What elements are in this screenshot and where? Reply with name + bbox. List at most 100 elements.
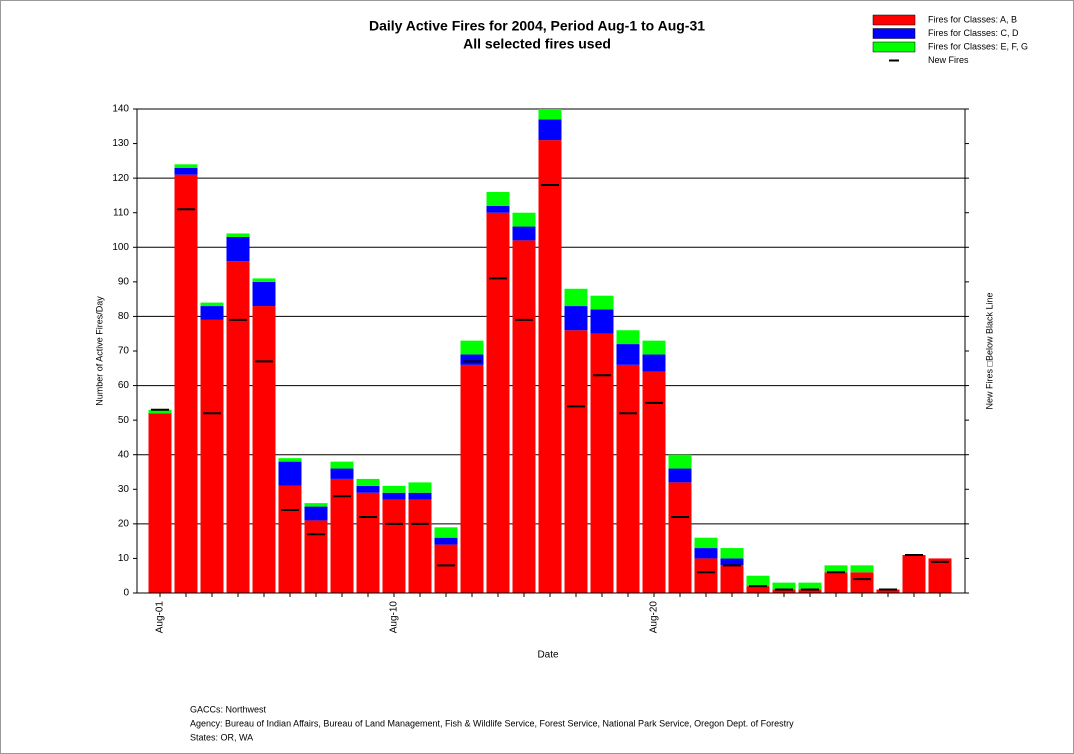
y-tick-label: 10 — [118, 553, 130, 564]
bar-segment — [694, 537, 718, 549]
y-tick-label: 50 — [118, 415, 130, 426]
footer-line: Agency: Bureau of Indian Affairs, Bureau… — [190, 718, 794, 728]
bar-segment — [304, 506, 328, 521]
y-tick-label: 70 — [118, 346, 130, 357]
bar-segment — [278, 458, 302, 462]
bar-segment — [720, 558, 744, 566]
bar-segment — [720, 548, 744, 559]
bar-segment — [798, 589, 822, 593]
bar-segment — [850, 572, 874, 593]
bar-segment — [538, 109, 562, 120]
chart-subtitle: All selected fires used — [463, 36, 611, 52]
bar-segment — [538, 140, 562, 593]
y2-axis-label: New Fires □Below Black Line — [984, 293, 994, 410]
bar-segment — [460, 364, 484, 593]
bar-segment — [330, 468, 354, 479]
bar-segment — [174, 167, 198, 175]
bar-segment — [928, 558, 952, 593]
bar-segment — [564, 306, 588, 331]
legend-swatch — [872, 28, 916, 39]
bar-segment — [512, 212, 536, 227]
bar-segment — [174, 164, 198, 168]
bar-segment — [850, 565, 874, 573]
bar-segment — [798, 582, 822, 590]
bar-segment — [668, 468, 692, 483]
bar-segment — [772, 589, 796, 593]
bar-segment — [616, 330, 640, 345]
y-tick-label: 140 — [112, 104, 129, 115]
footer-line: GACCs: Northwest — [190, 704, 267, 714]
bar-segment — [330, 461, 354, 469]
legend-swatch — [872, 14, 916, 26]
bar-segment — [642, 340, 666, 355]
bar-segment — [590, 309, 614, 334]
bar-segment — [200, 302, 224, 307]
bar-segment — [382, 499, 406, 593]
bar-segment — [382, 492, 406, 500]
y-tick-label: 40 — [118, 449, 130, 460]
bar-segment — [434, 527, 458, 538]
x-tick-label: Aug-01 — [155, 601, 166, 634]
x-tick-label: Aug-10 — [389, 601, 400, 634]
bar-segment — [408, 482, 432, 493]
bar-segment — [486, 212, 510, 593]
y-tick-label: 30 — [118, 484, 130, 495]
y-tick-label: 100 — [112, 242, 129, 253]
x-axis-label: Date — [537, 650, 559, 661]
bar-segment — [746, 575, 770, 587]
bar-segment — [304, 520, 328, 593]
bar-segment — [616, 364, 640, 593]
bar-segment — [642, 354, 666, 372]
bar-segment — [252, 281, 276, 307]
bar-segment — [668, 482, 692, 593]
y-tick-label: 60 — [118, 380, 130, 391]
bar-segment — [252, 278, 276, 282]
bar-segment — [226, 261, 250, 593]
bar-segment — [382, 485, 406, 493]
bar-segment — [330, 478, 354, 593]
bar-segment — [408, 499, 432, 593]
bar-segment — [356, 478, 380, 486]
bar-segment — [564, 288, 588, 307]
bar-segment — [434, 544, 458, 593]
bar-segment — [148, 413, 172, 593]
bar-segment — [460, 340, 484, 355]
y-tick-label: 120 — [112, 173, 129, 184]
bar-segment — [746, 586, 770, 593]
bar-segment — [876, 589, 900, 593]
bar-segment — [668, 454, 692, 469]
bar-segment — [200, 319, 224, 593]
x-tick-label: Aug-20 — [649, 601, 660, 634]
bar-segment — [772, 582, 796, 590]
bar-segment — [564, 330, 588, 593]
bar-segment — [356, 492, 380, 593]
bar-segment — [512, 226, 536, 241]
bar-segment — [642, 371, 666, 593]
bar-segment — [694, 558, 718, 593]
bar-segment — [356, 485, 380, 493]
bar-segment — [460, 354, 484, 365]
y-tick-label: 20 — [118, 518, 130, 529]
y-tick-label: 90 — [118, 276, 130, 287]
bar-segment — [434, 537, 458, 545]
bar-segment — [538, 119, 562, 141]
y-tick-label: 0 — [123, 588, 129, 599]
bar-segment — [590, 295, 614, 310]
bar-segment — [174, 174, 198, 593]
bar-segment — [200, 306, 224, 320]
chart-title: Daily Active Fires for 2004, Period Aug-… — [369, 18, 705, 34]
bar-segment — [304, 503, 328, 507]
legend-label: Fires for Classes: A, B — [928, 14, 1017, 24]
bar-segment — [512, 240, 536, 593]
y-axis-label: Number of Active Fires/Day — [94, 296, 104, 406]
bar-segment — [148, 409, 172, 414]
bar-segment — [252, 306, 276, 593]
bar-segment — [616, 344, 640, 365]
bar-segment — [278, 461, 302, 486]
legend-swatch — [872, 41, 916, 53]
bar-segment — [590, 333, 614, 593]
bar-segment — [824, 572, 848, 593]
legend-label: Fires for Classes: C, D — [928, 28, 1019, 38]
